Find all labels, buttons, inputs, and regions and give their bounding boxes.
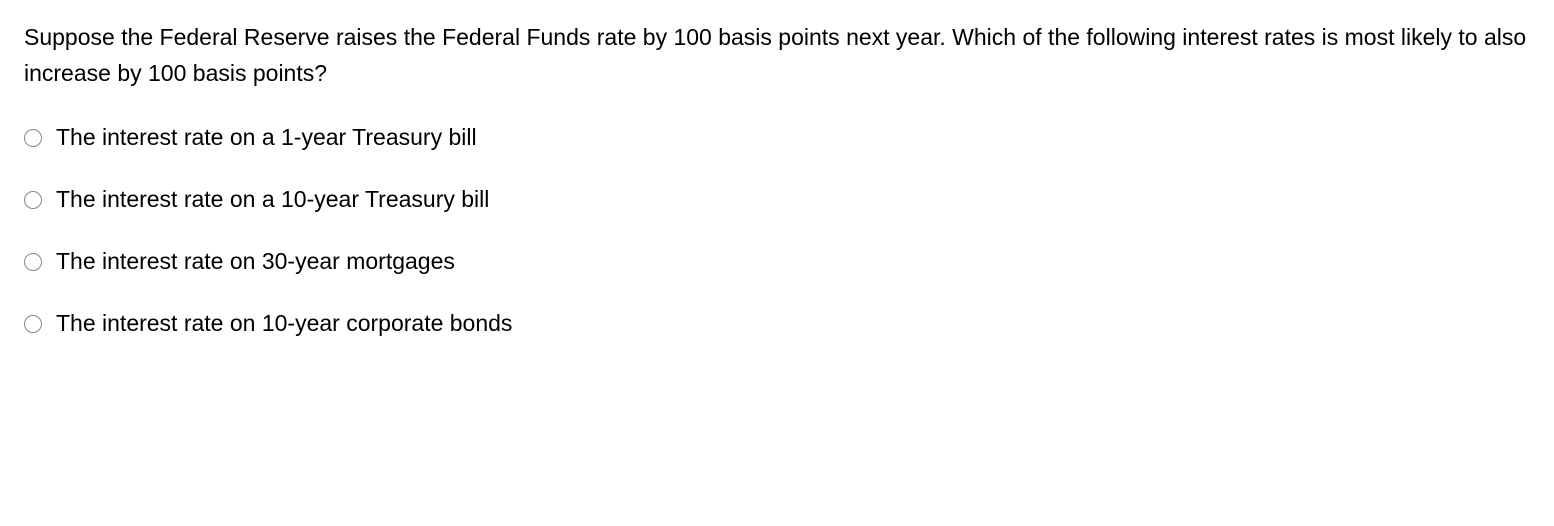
option-2-label: The interest rate on a 10-year Treasury …: [56, 185, 489, 215]
option-3[interactable]: The interest rate on 30-year mortgages: [24, 247, 1530, 277]
option-2[interactable]: The interest rate on a 10-year Treasury …: [24, 185, 1530, 215]
option-1[interactable]: The interest rate on a 1-year Treasury b…: [24, 123, 1530, 153]
option-1-label: The interest rate on a 1-year Treasury b…: [56, 123, 477, 153]
option-3-label: The interest rate on 30-year mortgages: [56, 247, 455, 277]
radio-icon: [24, 129, 42, 147]
option-4[interactable]: The interest rate on 10-year corporate b…: [24, 309, 1530, 339]
radio-icon: [24, 191, 42, 209]
radio-icon: [24, 253, 42, 271]
option-4-label: The interest rate on 10-year corporate b…: [56, 309, 512, 339]
options-group: The interest rate on a 1-year Treasury b…: [24, 123, 1530, 339]
radio-icon: [24, 315, 42, 333]
question-text: Suppose the Federal Reserve raises the F…: [24, 20, 1530, 91]
